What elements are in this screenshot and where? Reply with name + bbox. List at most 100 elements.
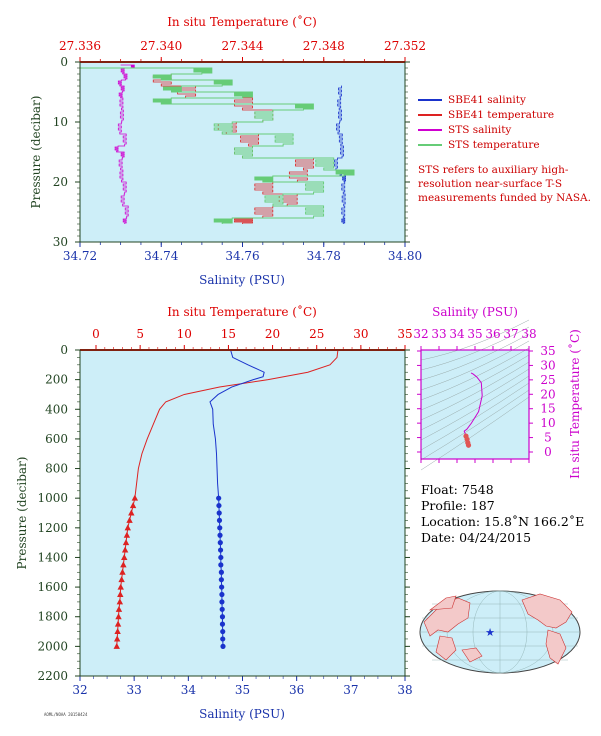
- data-point: [216, 510, 222, 516]
- top-temperature-tick-label: 27.344: [222, 39, 264, 53]
- data-point: [129, 502, 137, 509]
- ts-series-group: [463, 372, 483, 448]
- top-salinity-ticks: 34.72 34.74 34.76 34.78 34.80: [63, 242, 422, 263]
- ts-salinity-tick-label: 37: [503, 327, 518, 341]
- density-contour: [420, 326, 530, 371]
- main-pressure-tick-label: 2000: [37, 639, 68, 653]
- float-location-marker: ★: [485, 626, 495, 639]
- locator-map: ★: [419, 590, 581, 674]
- ts-salinity-tick-label: 34: [449, 327, 465, 341]
- ts-plot-area: [421, 350, 529, 459]
- main-temperature-tick-label: 0: [92, 327, 100, 341]
- data-point: [114, 628, 121, 635]
- density-contour: [420, 347, 530, 401]
- ts-temperature-tick-label: 30: [540, 358, 555, 372]
- main-pressure-tick-label: 1400: [37, 550, 68, 564]
- ts-salinity-axis-title: Salinity (PSU): [432, 305, 518, 319]
- data-point: [123, 531, 131, 538]
- data-point: [119, 568, 126, 575]
- ts-temperature-tick-label: 0: [544, 445, 552, 459]
- top-temperature-tick-label: 27.352: [384, 39, 426, 53]
- data-point: [131, 494, 139, 501]
- legend: SBE41 salinity SBE41 temperature STS sal…: [418, 92, 554, 152]
- main-salinity-tick-label: 33: [127, 683, 142, 697]
- legend-swatch: [418, 143, 442, 146]
- main-plot-area: [80, 350, 405, 676]
- ts-temperature-tick-label: 15: [540, 402, 555, 416]
- profile-date: Date: 04/24/2015: [421, 530, 532, 545]
- legend-item-sbe41-salinity: SBE41 salinity: [418, 92, 554, 107]
- main-pressure-tick-label: 1200: [37, 521, 68, 535]
- data-point: [113, 642, 120, 649]
- data-point: [128, 509, 135, 516]
- data-point: [219, 614, 226, 620]
- main-panel: In situ Temperature (˚C) 0 5 10 15 20 25 30 35 …: [15, 304, 413, 721]
- top-panel: In situ Temperature (˚C) 27.336 27.340 27.…: [29, 14, 426, 287]
- data-point: [218, 577, 224, 583]
- main-salinity-tick-label: 35: [235, 683, 250, 697]
- ts-salinity-tick-label: 33: [431, 327, 446, 341]
- legend-item-sts-temperature: STS temperature: [418, 137, 554, 152]
- density-contour: [420, 382, 530, 451]
- legend-item-sbe41-temperature: SBE41 temperature: [418, 107, 554, 122]
- main-pressure-tick-label: 200: [45, 373, 68, 387]
- data-point: [115, 605, 123, 612]
- sts-note: STS refers to auxiliary high-resolution …: [418, 164, 591, 204]
- data-point: [219, 599, 225, 605]
- profile-number: Profile: 187: [421, 498, 495, 513]
- main-pressure-tick-label: 800: [45, 462, 68, 476]
- legend-label: SBE41 salinity: [448, 93, 526, 106]
- data-point: [218, 554, 224, 561]
- main-temperature-tick-label: 10: [177, 327, 192, 341]
- main-pressure-axis-title: Pressure (decibar): [15, 457, 29, 570]
- data-point: [218, 569, 224, 575]
- series-line: [209, 349, 265, 499]
- main-pressure-tick-label: 0: [60, 343, 68, 357]
- main-pressure-tick-label: 1600: [37, 580, 68, 594]
- data-point: [115, 613, 122, 620]
- top-pressure-tick-label: 0: [60, 55, 68, 69]
- main-salinity-tick-label: 38: [397, 683, 412, 697]
- legend-item-sts-salinity: STS salinity: [418, 122, 554, 137]
- data-point: [219, 606, 225, 612]
- top-salinity-tick-label: 34.72: [63, 249, 97, 263]
- density-contour: [420, 396, 530, 471]
- data-point: [217, 532, 223, 538]
- density-contour: [420, 333, 530, 381]
- series-line: [134, 349, 339, 499]
- top-salinity-tick-label: 34.74: [144, 249, 179, 263]
- legend-label: STS temperature: [448, 138, 540, 151]
- top-salinity-tick-label: 34.76: [225, 249, 259, 263]
- footer-code: AOML/NOAA 20150424: [44, 712, 88, 717]
- data-point: [117, 591, 124, 597]
- ts-temperature-tick-label: 35: [540, 344, 555, 358]
- top-plot-frame: [79, 61, 406, 243]
- main-temperature-ticks: 0 5 10 15 20 25 30 35: [92, 327, 413, 350]
- main-pressure-tick-label: 1800: [37, 610, 68, 624]
- density-contour: [420, 375, 530, 441]
- density-contour: [420, 389, 530, 461]
- main-pressure-tick-label: 1000: [37, 491, 68, 505]
- ts-temperature-tick-label: 20: [540, 387, 555, 401]
- data-point: [120, 561, 127, 568]
- top-temperature-tick-label: 27.348: [303, 39, 345, 53]
- main-salinity-ticks: 32 33 34 35 36 37 38: [72, 676, 413, 697]
- main-pressure-tick-label: 2200: [37, 669, 68, 683]
- main-temperature-axis-title: In situ Temperature (˚C): [167, 304, 317, 319]
- ts-salinity-tick-label: 38: [521, 327, 536, 341]
- float-info: Float: 7548 Profile: 187 Location: 15.8˚…: [421, 482, 584, 546]
- top-pressure-axis-title: Pressure (decibar): [29, 96, 43, 209]
- data-point: [220, 628, 226, 635]
- top-temperature-axis-title: In situ Temperature (˚C): [167, 14, 317, 29]
- ts-temperature-axis-title: In situ Temperature (˚C): [567, 329, 582, 479]
- main-temperature-tick-label: 5: [136, 327, 144, 341]
- legend-label: SBE41 temperature: [448, 108, 555, 121]
- float-location: Location: 15.8˚N 166.2˚E: [421, 514, 585, 529]
- data-point: [114, 620, 122, 627]
- ts-panel: Salinity (PSU) 32 33 34 35 36 37 38 0510152025…: [413, 305, 582, 479]
- density-contour: [420, 319, 530, 361]
- data-point: [122, 539, 130, 546]
- data-point: [118, 576, 125, 583]
